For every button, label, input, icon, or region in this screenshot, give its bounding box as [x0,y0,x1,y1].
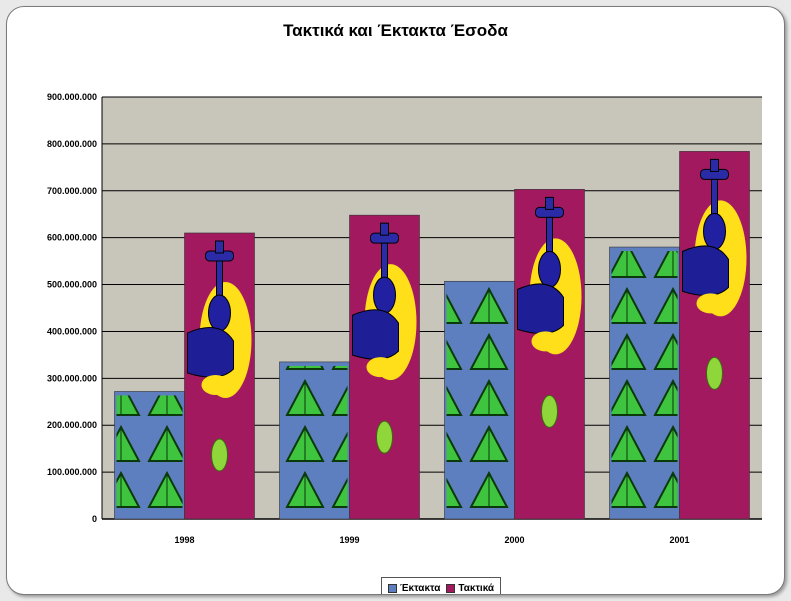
dollar-drop-icon [541,394,558,428]
chart-frame: Τακτικά και Έκτακτα Έσοδα 0 100.000.000 20… [6,6,785,595]
y-tick-label: 900.000.000 [47,92,97,102]
x-tick-label: 1999 [339,535,359,545]
x-tick-label: 1998 [174,535,194,545]
y-tick-label: 200.000.000 [47,420,97,430]
legend: Έκτακτα Τακτικά [381,577,502,594]
bar-pattern-ektakta [281,365,348,515]
y-tick-label: 700.000.000 [47,186,97,196]
dollar-drop-icon [376,420,393,454]
y-axis-ticks: 0 100.000.000 200.000.000 300.000.000 400.00… [47,92,97,524]
y-tick-label: 0 [92,514,97,524]
bar-pattern-ektakta [116,395,183,515]
dollar-drop-icon [706,356,723,390]
y-tick-label: 600.000.000 [47,233,97,243]
chart-title: Τακτικά και Έκτακτα Έσοδα [283,21,508,40]
faucet-icon [352,222,417,381]
bar-pattern-ektakta [446,285,513,515]
y-tick-label: 800.000.000 [47,139,97,149]
y-tick-label: 500.000.000 [47,280,97,290]
y-tick-label: 300.000.000 [47,373,97,383]
y-tick-label: 100.000.000 [47,467,97,477]
legend-item-taktika: Τακτικά [446,583,494,594]
dollar-drop-icon [211,438,228,472]
x-tick-label: 2001 [669,535,689,545]
bar-pattern-ektakta [611,251,678,516]
legend-label-taktika: Τακτικά [458,582,495,594]
legend-label-ektakta: Έκτακτα [400,582,441,594]
legend-swatch-taktika [446,583,456,593]
faucet-icon [517,196,582,355]
y-tick-label: 400.000.000 [47,326,97,336]
faucet-icon [187,240,252,398]
legend-swatch-ektakta [388,583,397,593]
legend-item-ektakta: Έκτακτα [388,583,440,594]
plot-area: 0 100.000.000 200.000.000 300.000.000 400.00… [47,92,762,545]
bars [114,151,750,520]
x-axis-ticks: 1998 1999 2000 2001 [174,535,689,545]
faucet-icon [682,158,747,317]
x-tick-label: 2000 [504,535,524,545]
